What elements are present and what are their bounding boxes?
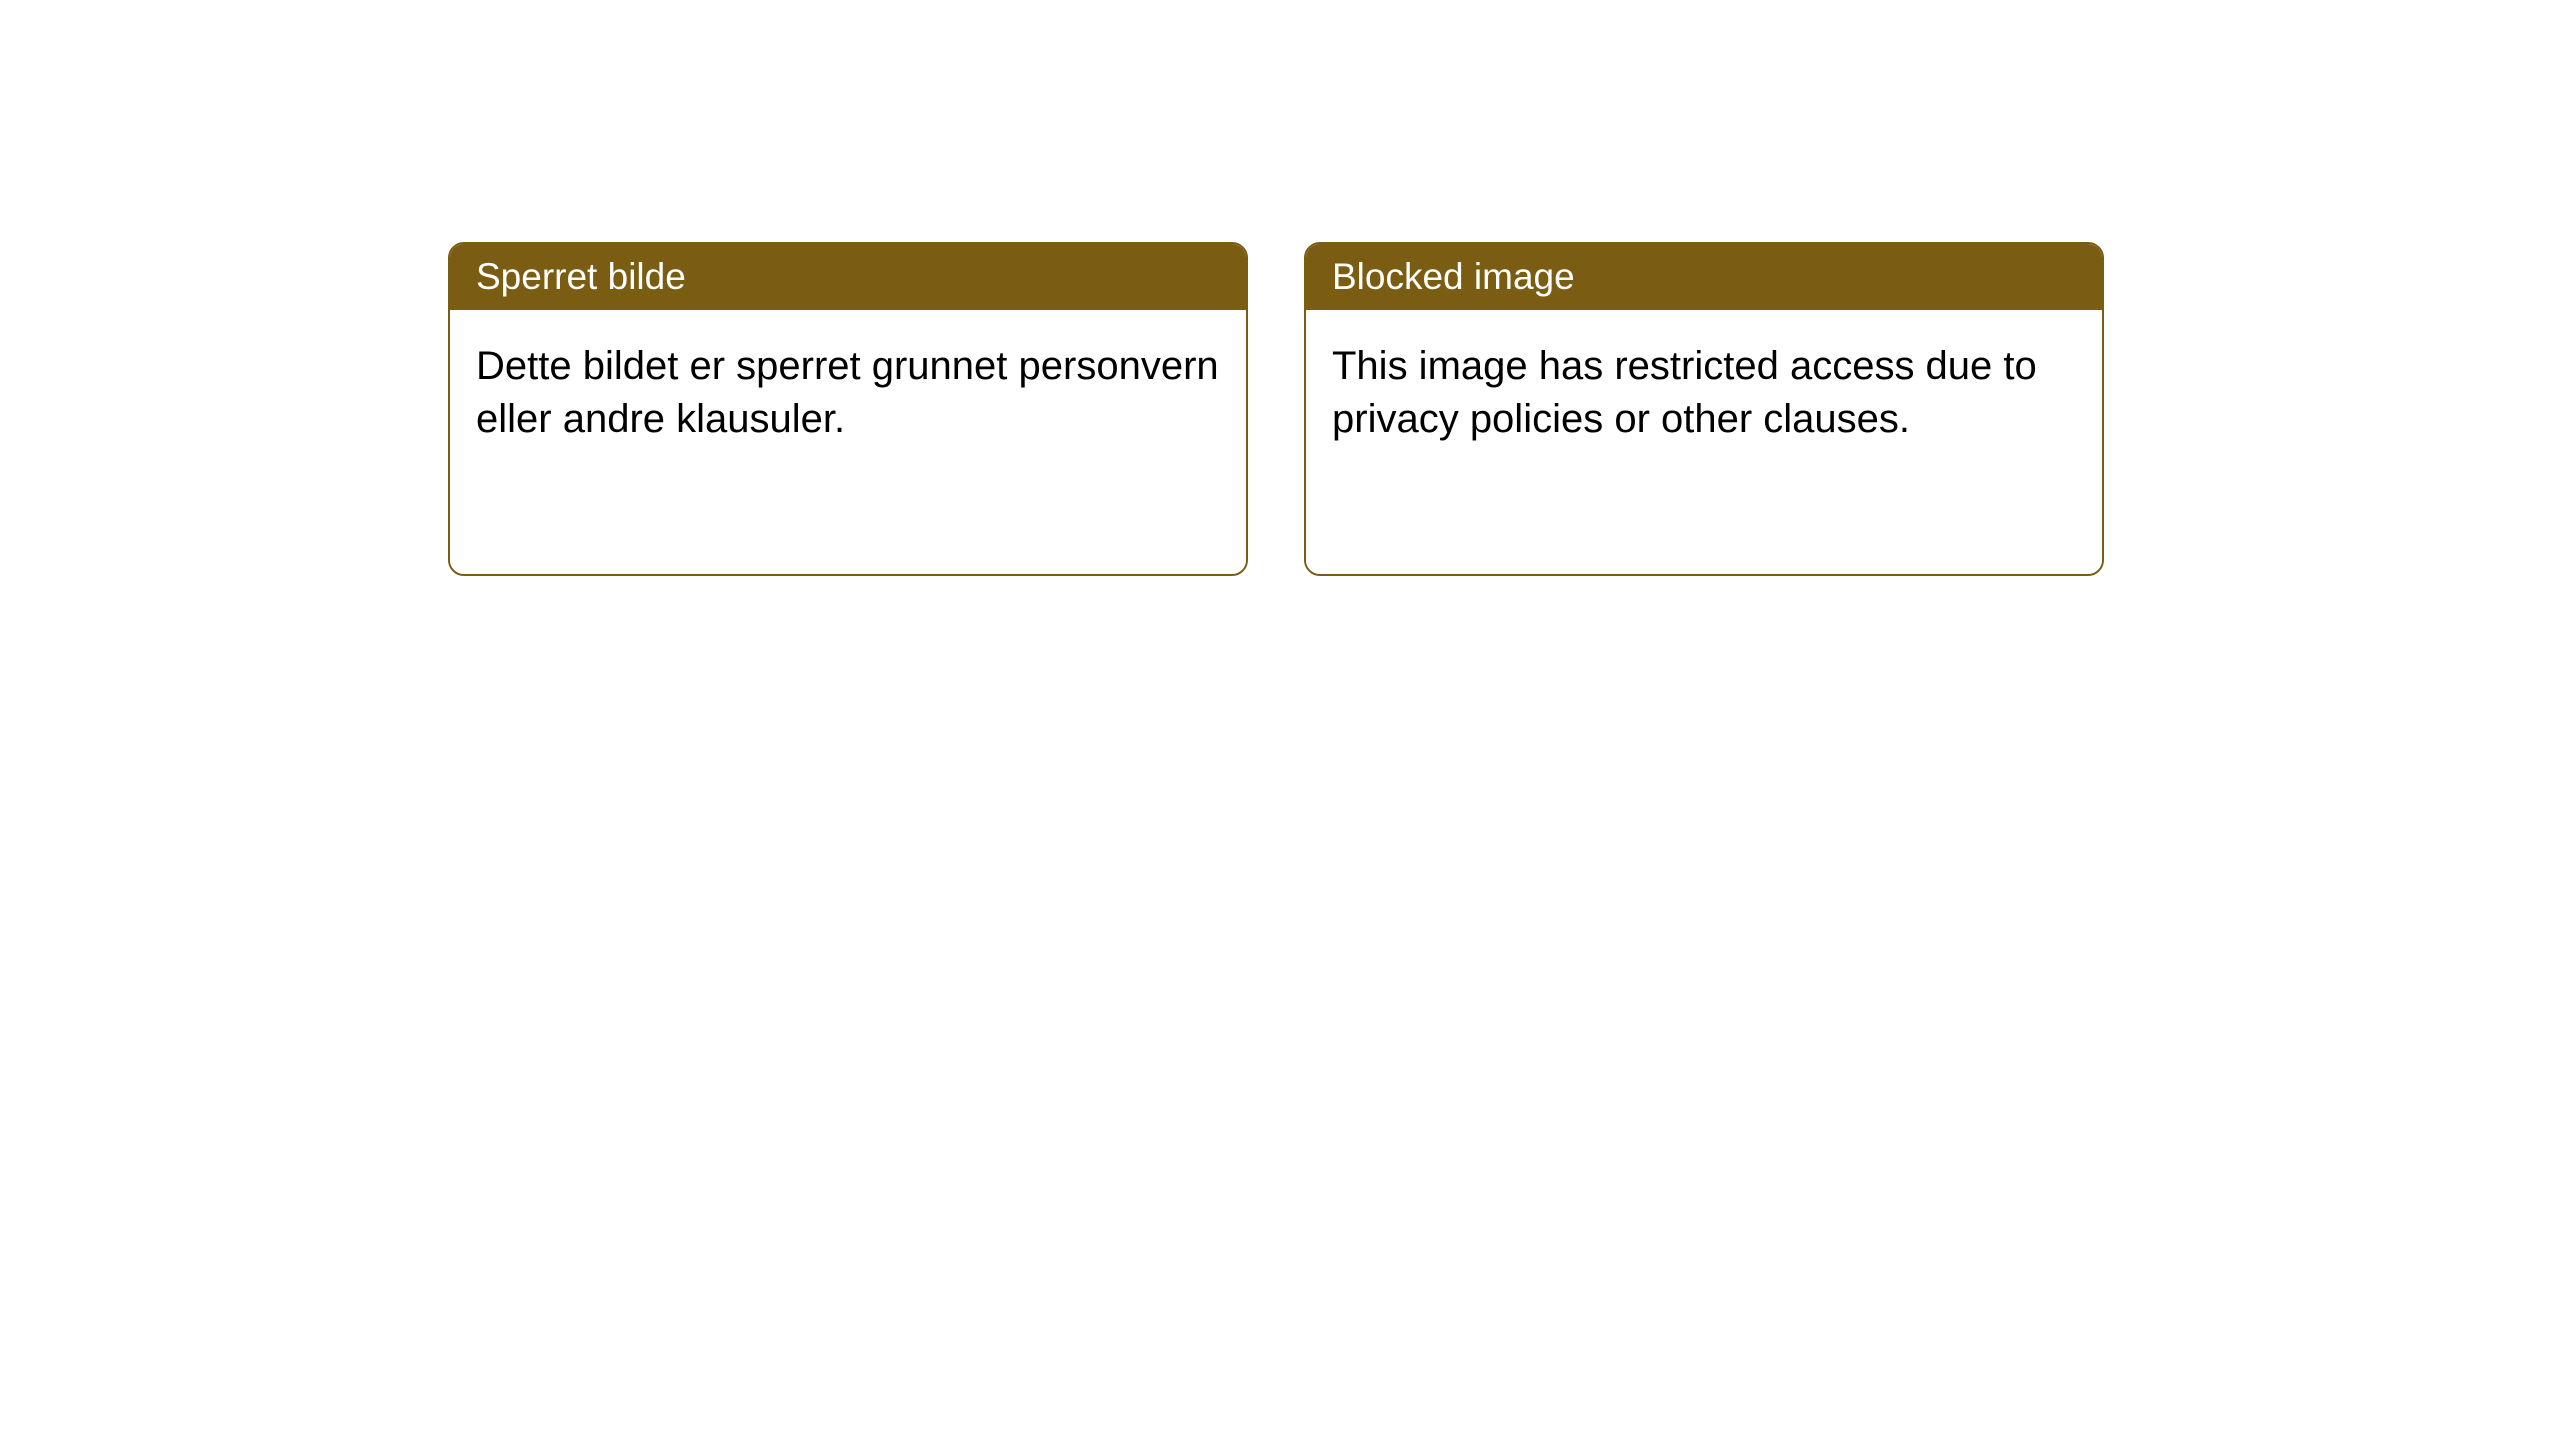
card-body-text: This image has restricted access due to … — [1332, 340, 2076, 446]
card-english: Blocked image This image has restricted … — [1304, 242, 2104, 576]
cards-container: Sperret bilde Dette bildet er sperret gr… — [448, 242, 2104, 576]
card-norwegian: Sperret bilde Dette bildet er sperret gr… — [448, 242, 1248, 576]
card-body: Dette bildet er sperret grunnet personve… — [450, 310, 1246, 574]
card-header-text: Blocked image — [1332, 256, 1575, 297]
card-header-text: Sperret bilde — [476, 256, 686, 297]
card-body: This image has restricted access due to … — [1306, 310, 2102, 574]
card-header: Sperret bilde — [450, 244, 1246, 310]
card-header: Blocked image — [1306, 244, 2102, 310]
card-body-text: Dette bildet er sperret grunnet personve… — [476, 340, 1220, 446]
